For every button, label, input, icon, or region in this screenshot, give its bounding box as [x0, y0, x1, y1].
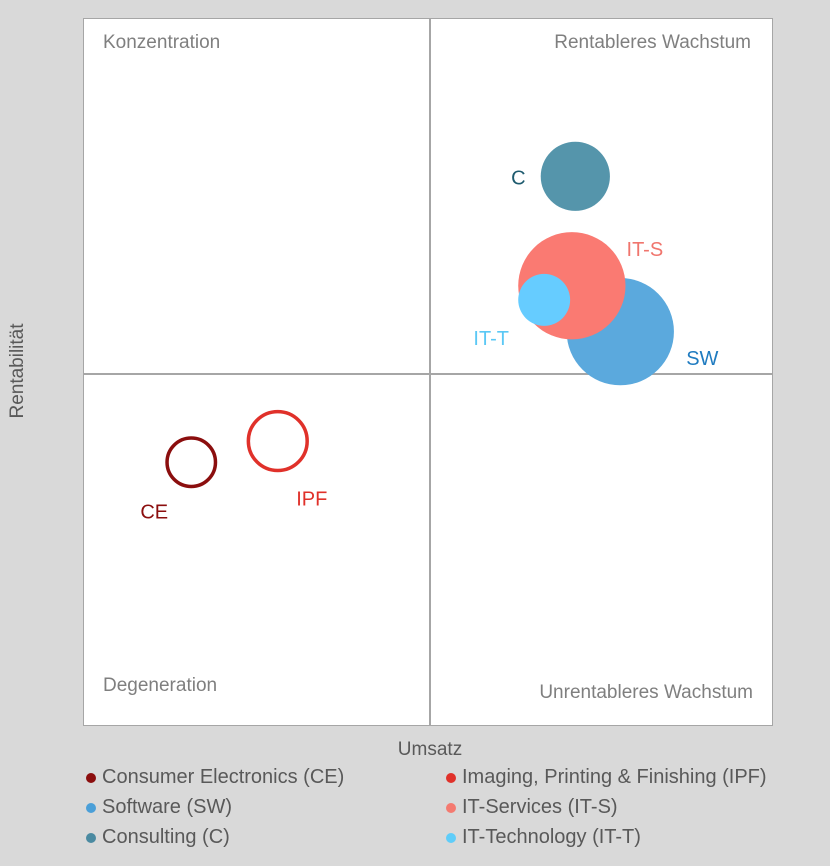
bubble-label-ipf: IPF	[296, 488, 327, 510]
x-axis-label: Umsatz	[397, 739, 463, 760]
legend-item-ipf: Imaging, Printing & Finishing (IPF)	[446, 766, 806, 789]
legend-item-c: Consulting (C)	[86, 826, 446, 849]
bubble-label-c: C	[511, 168, 525, 190]
legend-label-sw: Software (SW)	[102, 796, 233, 818]
quadrant-label-bottom-left: Degeneration	[103, 675, 218, 696]
bubble-it-t	[518, 273, 571, 326]
quadrant-label-top-left: Konzentration	[103, 32, 221, 53]
legend-item-sw: Software (SW)	[86, 796, 446, 819]
bubble-ce	[165, 436, 218, 489]
bubble-ipf	[246, 409, 309, 473]
legend-label-it-t: IT-Technology (IT-T)	[462, 826, 641, 848]
legend-item-it-s: IT-Services (IT-S)	[446, 796, 806, 819]
legend-label-ipf: Imaging, Printing & Finishing (IPF)	[462, 766, 767, 788]
chart-svg: SW IT-S C IT-T CE IPF	[84, 19, 772, 725]
legend-label-ce: Consumer Electronics (CE)	[102, 766, 345, 788]
legend-item-ce: Consumer Electronics (CE)	[86, 766, 446, 789]
legend-marker-c	[86, 832, 96, 843]
quadrant-label-bottom-right: Unrentableres Wachstum	[539, 682, 753, 703]
legend: Consumer Electronics (CE) Imaging, Printi…	[86, 766, 816, 849]
legend-marker-ipf	[446, 772, 456, 783]
bubble-c	[540, 141, 610, 211]
bubble-label-ce: CE	[140, 502, 168, 524]
legend-marker-sw	[86, 802, 96, 813]
bubble-label-it-s: IT-S	[627, 239, 664, 261]
bubble-label-it-t: IT-T	[473, 328, 509, 350]
y-axis-label: Rentabilität	[7, 323, 28, 419]
legend-marker-it-t	[446, 832, 456, 843]
legend-label-it-s: IT-Services (IT-S)	[462, 796, 618, 818]
legend-label-c: Consulting (C)	[102, 826, 230, 848]
bubble-label-sw: SW	[686, 348, 718, 370]
legend-marker-it-s	[446, 802, 456, 813]
legend-item-it-t: IT-Technology (IT-T)	[446, 826, 806, 849]
plot-area: SW IT-S C IT-T CE IPF Konzentration Rentabler…	[83, 18, 773, 726]
legend-marker-ce	[86, 772, 96, 783]
quadrant-label-top-right: Rentableres Wachstum	[554, 32, 751, 53]
